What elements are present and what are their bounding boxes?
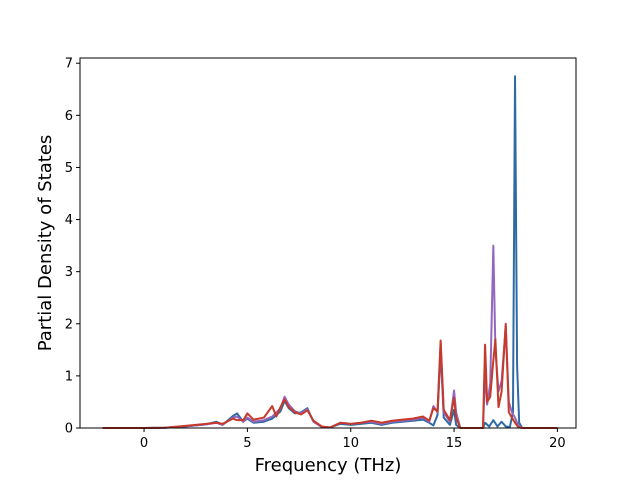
- y-tick-label: 1: [65, 369, 73, 384]
- y-axis: 0 1 2 3 4 5 6 7: [65, 57, 80, 437]
- y-tick-label: 3: [65, 265, 73, 280]
- y-tick-label: 4: [65, 213, 73, 228]
- series-layer: [102, 75, 558, 429]
- x-tick-label: 15: [446, 436, 463, 451]
- x-axis-label: Frequency (THz): [255, 455, 402, 476]
- y-tick-label: 2: [65, 317, 73, 332]
- y-tick-label: 0: [65, 422, 73, 437]
- x-axis: 0 5 10 15 20: [140, 428, 566, 451]
- pdos-series-line-3: [102, 322, 558, 429]
- y-tick-label: 7: [65, 57, 73, 72]
- y-tick-label: 6: [65, 109, 73, 124]
- x-tick-label: 5: [243, 436, 251, 451]
- x-tick-label: 10: [342, 436, 359, 451]
- x-tick-label: 0: [140, 436, 148, 451]
- y-axis-label: Partial Density of States: [35, 135, 56, 352]
- x-tick-label: 20: [549, 436, 566, 451]
- y-tick-label: 5: [65, 161, 73, 176]
- plot-frame: [79, 57, 577, 429]
